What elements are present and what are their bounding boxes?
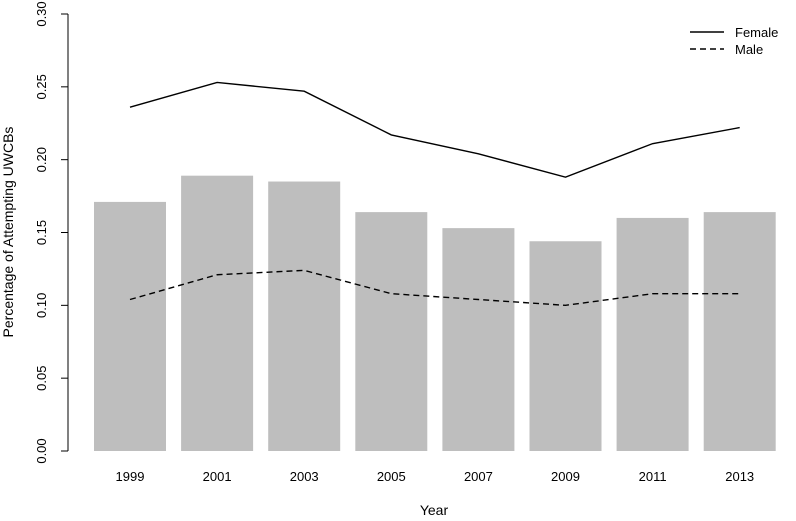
y-tick-label: 0.00 xyxy=(34,438,49,463)
bar-2011 xyxy=(616,217,689,451)
bar-1999 xyxy=(94,201,166,451)
y-tick-label: 0.20 xyxy=(34,147,49,172)
x-tick-label: 2007 xyxy=(464,469,493,484)
legend-label-female: Female xyxy=(735,25,778,40)
bar-2009 xyxy=(529,241,602,451)
x-tick-label: 2005 xyxy=(377,469,406,484)
y-axis-title: Percentage of Attempting UWCBs xyxy=(0,127,16,338)
y-tick-label: 0.15 xyxy=(34,220,49,245)
line-female xyxy=(129,81,740,178)
bar-2005 xyxy=(355,212,428,451)
bar-2013 xyxy=(703,212,776,451)
bar-2001 xyxy=(181,175,254,451)
y-tick-label: 0.30 xyxy=(34,1,49,26)
y-tick-label: 0.10 xyxy=(34,293,49,318)
y-tick-label: 0.05 xyxy=(34,366,49,391)
x-tick-label: 2011 xyxy=(639,469,667,484)
bar-2007 xyxy=(442,228,515,451)
bars-group xyxy=(94,175,776,451)
x-tick-label: 2009 xyxy=(551,469,580,484)
x-axis: 1999 2001 2003 2005 2007 2009 2011 2013 xyxy=(116,469,755,484)
legend-label-male: Male xyxy=(735,42,763,57)
x-axis-title: Year xyxy=(420,502,449,518)
y-tick-label: 0.25 xyxy=(34,74,49,99)
line-male xyxy=(129,269,740,307)
x-tick-label: 2001 xyxy=(203,469,232,484)
lines-group xyxy=(129,81,740,307)
x-tick-label: 1999 xyxy=(116,469,145,484)
x-tick-label: 2013 xyxy=(725,469,754,484)
x-tick-label: 2003 xyxy=(290,469,319,484)
bar-2003 xyxy=(268,181,341,451)
legend: Female Male xyxy=(690,25,778,57)
y-axis: 0.00 0.05 0.10 0.15 0.20 0.25 0.30 xyxy=(34,1,69,464)
